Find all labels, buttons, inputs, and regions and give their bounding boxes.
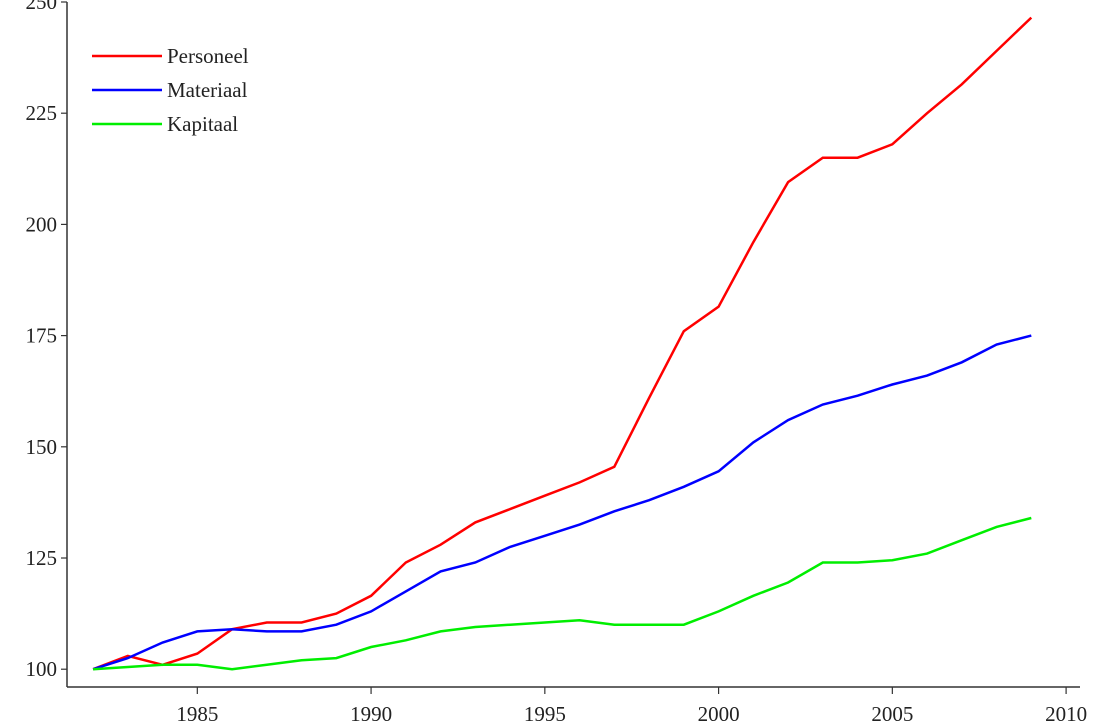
y-tick-label: 125 — [26, 546, 58, 570]
y-tick-label: 150 — [26, 435, 58, 459]
x-tick-label: 1985 — [176, 702, 218, 726]
x-tick-label: 1990 — [350, 702, 392, 726]
y-tick-label: 225 — [26, 101, 58, 125]
x-tick-label: 1995 — [524, 702, 566, 726]
line — [92, 334, 1032, 671]
legend-label: Kapitaal — [167, 112, 238, 136]
y-tick-label: 250 — [26, 0, 58, 14]
y-tick-label: 100 — [26, 657, 58, 681]
x-tick-label: 2010 — [1045, 702, 1087, 726]
y-tick-label: 175 — [26, 324, 58, 348]
line — [93, 516, 1032, 671]
legend-label: Personeel — [167, 44, 249, 68]
legend-label: Materiaal — [167, 78, 248, 102]
x-tick-label: 2000 — [698, 702, 740, 726]
x-tick-label: 2005 — [871, 702, 913, 726]
line — [92, 16, 1033, 671]
y-tick-label: 200 — [26, 212, 58, 236]
